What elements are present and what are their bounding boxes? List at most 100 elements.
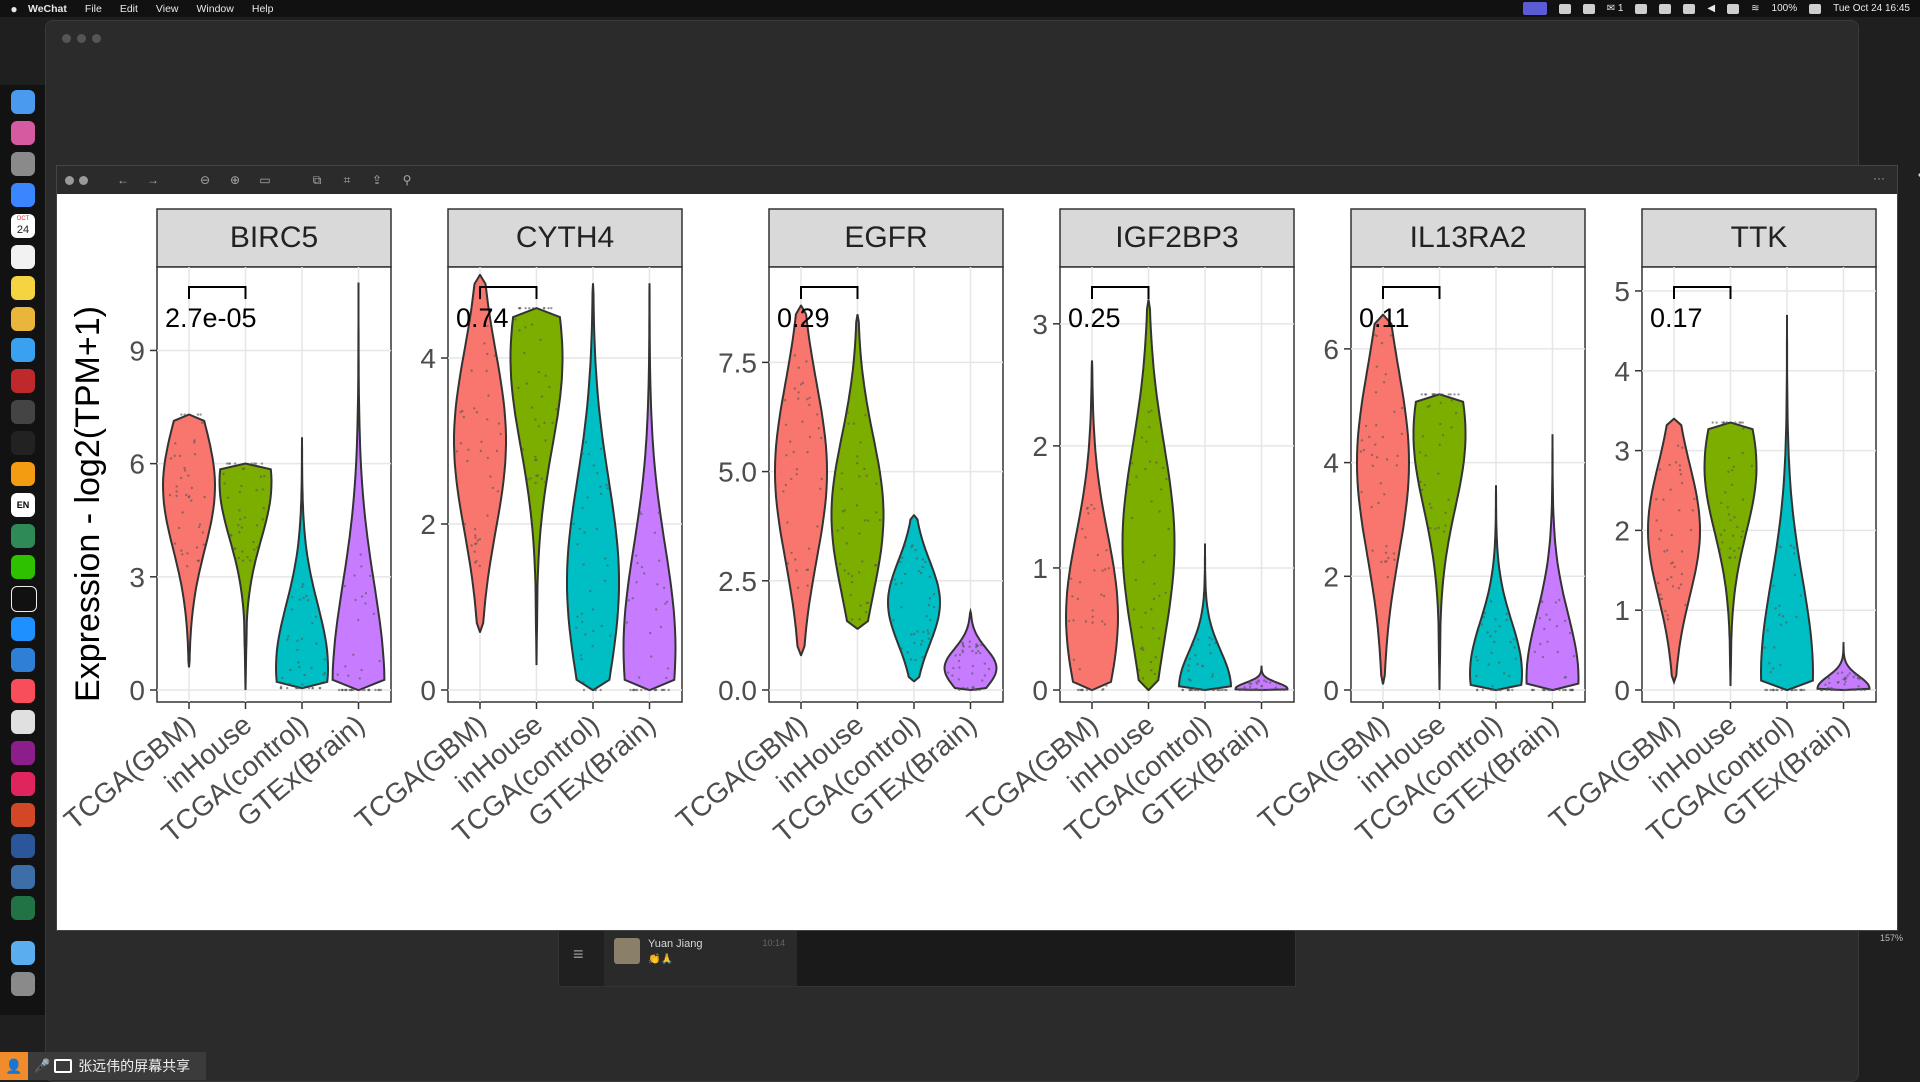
capcut-icon[interactable] bbox=[1558, 3, 1571, 14]
app-store-icon[interactable] bbox=[11, 648, 35, 672]
jitter-point bbox=[1076, 688, 1080, 692]
wechat-status-icon[interactable]: ✉ 1 bbox=[1606, 3, 1624, 14]
crop-icon[interactable]: ⌗ bbox=[343, 172, 351, 187]
qq-icon[interactable] bbox=[11, 586, 37, 612]
time-machine-icon[interactable] bbox=[1659, 3, 1672, 14]
jitter-point bbox=[358, 677, 361, 680]
screen-share-status-icon[interactable] bbox=[1522, 2, 1547, 15]
downloads-folder-icon[interactable] bbox=[11, 941, 35, 965]
screen-sharing-icon[interactable] bbox=[11, 865, 35, 889]
jitter-point bbox=[1549, 688, 1552, 692]
keyboard-icon[interactable] bbox=[1683, 3, 1696, 14]
launchpad-icon[interactable] bbox=[11, 121, 35, 145]
forward-arrow-icon[interactable]: → bbox=[147, 173, 159, 187]
jitter-point bbox=[916, 630, 919, 633]
copy-icon[interactable]: ⧉ bbox=[312, 172, 322, 187]
jitter-point bbox=[1158, 510, 1161, 513]
microphone-icon[interactable]: 🎤 bbox=[34, 1058, 51, 1073]
volume-icon[interactable]: ◀ bbox=[1707, 3, 1716, 14]
input-method-icon[interactable] bbox=[1727, 3, 1740, 14]
violin-gtex-brain- bbox=[331, 282, 386, 691]
jitter-point bbox=[795, 473, 798, 476]
parallels-icon[interactable] bbox=[11, 772, 35, 796]
zoom-in-icon[interactable]: ⊕ bbox=[229, 173, 241, 187]
jitter-point bbox=[820, 477, 823, 481]
jitter-point bbox=[1396, 454, 1399, 458]
menu-window[interactable]: Window bbox=[196, 2, 234, 15]
jitter-point bbox=[1480, 623, 1484, 626]
jitter-point bbox=[178, 454, 182, 458]
calendar-icon[interactable]: OCT 24 bbox=[11, 214, 35, 238]
lark-icon[interactable] bbox=[11, 617, 35, 641]
zoom-out-icon[interactable]: ⊖ bbox=[199, 173, 211, 187]
wifi-icon[interactable]: ≋ bbox=[1751, 3, 1760, 14]
jitter-point bbox=[475, 411, 479, 414]
vpn-icon[interactable] bbox=[1635, 3, 1648, 14]
jitter-point bbox=[250, 462, 253, 465]
jitter-point bbox=[1442, 530, 1446, 533]
jitter-point bbox=[958, 653, 962, 656]
jitter-point bbox=[914, 658, 917, 662]
jitter-point bbox=[1738, 421, 1741, 424]
viewer-close-button[interactable] bbox=[65, 175, 74, 185]
chat-list-item[interactable]: Yuan Jiang 👏🙏 10:14 bbox=[604, 926, 797, 986]
terminal-icon[interactable] bbox=[11, 431, 35, 455]
menu-edit[interactable]: Edit bbox=[119, 2, 138, 15]
jitter-point bbox=[1835, 688, 1838, 692]
jitter-point bbox=[805, 360, 808, 363]
facet-strip bbox=[768, 208, 1004, 268]
menu-file[interactable]: File bbox=[84, 2, 102, 15]
menu-help[interactable]: Help bbox=[251, 2, 274, 15]
jitter-point bbox=[927, 604, 931, 607]
trash-icon[interactable] bbox=[11, 972, 35, 996]
battery-label[interactable]: 100% bbox=[1771, 3, 1798, 14]
chatgpt-icon[interactable] bbox=[11, 524, 35, 548]
filezilla-icon[interactable] bbox=[11, 369, 35, 393]
more-icon[interactable]: ··· bbox=[1873, 171, 1885, 185]
excel-icon[interactable] bbox=[11, 896, 35, 920]
jitter-point bbox=[1476, 688, 1479, 692]
jitter-point bbox=[857, 571, 861, 574]
terminal-window-icon[interactable] bbox=[11, 400, 35, 424]
jitter-point bbox=[229, 534, 232, 537]
control-center-icon[interactable] bbox=[1809, 3, 1822, 14]
menu-icon[interactable]: ≡ bbox=[573, 944, 584, 964]
jitter-point bbox=[635, 581, 638, 584]
reminders-icon[interactable] bbox=[11, 245, 35, 269]
finder-icon[interactable] bbox=[11, 90, 35, 114]
window-zoom-button[interactable] bbox=[92, 34, 101, 43]
jitter-point bbox=[1658, 537, 1661, 541]
clock-label[interactable]: Tue Oct 24 16:45 bbox=[1833, 3, 1910, 14]
menu-wechat[interactable]: WeChat bbox=[28, 2, 67, 15]
pdf-icon[interactable] bbox=[11, 741, 35, 765]
window-minimize-button[interactable] bbox=[77, 34, 86, 43]
screen-share-bar[interactable]: 👤 🎤 张远伟的屏幕共享 bbox=[0, 1052, 206, 1080]
chrome-icon[interactable] bbox=[11, 307, 35, 331]
collapse-chevron-icon[interactable]: ‹ bbox=[1918, 166, 1920, 184]
mail-icon[interactable] bbox=[11, 183, 35, 207]
back-arrow-icon[interactable]: ← bbox=[117, 173, 129, 187]
facet-strip bbox=[1059, 208, 1295, 268]
wechat-icon[interactable] bbox=[11, 555, 35, 579]
powerpoint-icon[interactable] bbox=[11, 803, 35, 827]
sublime-text-icon[interactable] bbox=[11, 462, 35, 486]
music-icon[interactable] bbox=[11, 679, 35, 703]
significance-bracket bbox=[1673, 286, 1732, 299]
viewer-minimize-button[interactable] bbox=[79, 175, 88, 185]
notes-icon[interactable] bbox=[11, 276, 35, 300]
preview-icon[interactable] bbox=[11, 710, 35, 734]
jitter-point bbox=[1437, 472, 1440, 475]
magnifier-icon[interactable]: ⚲ bbox=[402, 173, 412, 187]
window-close-button[interactable] bbox=[62, 34, 71, 43]
fit-size-icon[interactable]: ▭ bbox=[259, 173, 271, 187]
y-tick-label: 1 bbox=[1614, 595, 1630, 626]
safari-icon[interactable] bbox=[11, 338, 35, 362]
jitter-point bbox=[932, 606, 936, 609]
apple-icon[interactable]: ● bbox=[10, 1, 18, 16]
dictionary-icon[interactable]: EN bbox=[11, 493, 35, 517]
menu-view[interactable]: View bbox=[155, 2, 179, 15]
system-settings-icon[interactable] bbox=[11, 152, 35, 176]
word-icon[interactable] bbox=[11, 834, 35, 858]
search-status-icon[interactable] bbox=[1582, 3, 1595, 14]
share-icon[interactable]: ⇪ bbox=[371, 173, 383, 187]
